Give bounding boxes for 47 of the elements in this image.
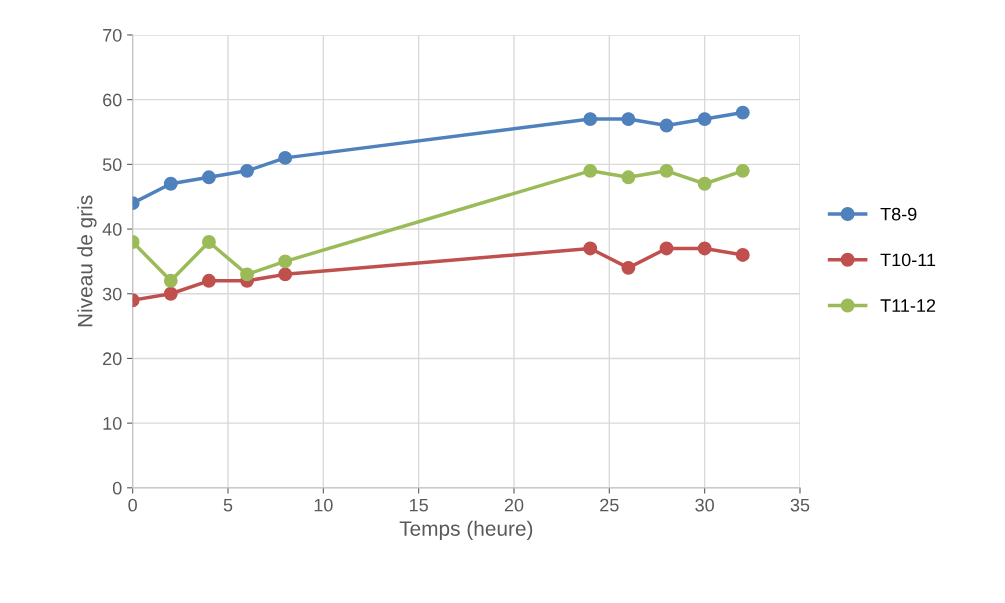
x-axis-title: Temps (heure) — [399, 520, 533, 541]
point — [163, 286, 178, 301]
point — [735, 105, 750, 120]
legend-label: T10-11 — [880, 253, 936, 267]
y-tick-label: 60 — [103, 93, 122, 107]
point — [163, 273, 178, 288]
x-tick-label: 5 — [223, 498, 233, 512]
point — [240, 163, 255, 178]
y-tick-label: 70 — [103, 28, 122, 42]
point — [278, 254, 293, 269]
point — [583, 112, 598, 127]
point — [697, 112, 712, 127]
legend-label: T11-12 — [880, 299, 936, 312]
point — [163, 176, 178, 191]
y-axis-title: Niveau de gris — [77, 195, 97, 327]
point — [583, 241, 598, 256]
x-tick-label: 25 — [600, 498, 619, 512]
point — [621, 112, 636, 127]
point — [659, 163, 674, 178]
point — [278, 267, 293, 282]
point — [621, 260, 636, 275]
x-tick-label: 0 — [128, 498, 137, 512]
y-tick-label: 20 — [103, 352, 122, 366]
point — [621, 170, 636, 185]
x-tick-label: 10 — [314, 498, 333, 512]
point — [201, 235, 216, 249]
point — [735, 247, 750, 262]
point — [583, 163, 598, 178]
point — [201, 273, 216, 288]
y-tick-label: 40 — [102, 222, 122, 236]
legend-label: T8-9 — [880, 207, 917, 221]
x-tick-label: 30 — [695, 498, 714, 512]
point — [659, 241, 674, 256]
x-tick-label: 15 — [409, 498, 428, 512]
point — [659, 118, 674, 133]
point — [735, 163, 750, 178]
y-tick-label: 50 — [102, 158, 122, 172]
point — [201, 170, 216, 185]
point — [697, 241, 712, 256]
point — [697, 176, 712, 191]
x-tick-label: 20 — [504, 498, 524, 512]
y-tick-label: 30 — [102, 287, 122, 301]
x-tick-label: 35 — [790, 498, 810, 512]
point — [240, 267, 255, 282]
y-tick-label: 0 — [112, 481, 122, 495]
point — [278, 150, 293, 165]
y-tick-label: 10 — [103, 417, 122, 430]
